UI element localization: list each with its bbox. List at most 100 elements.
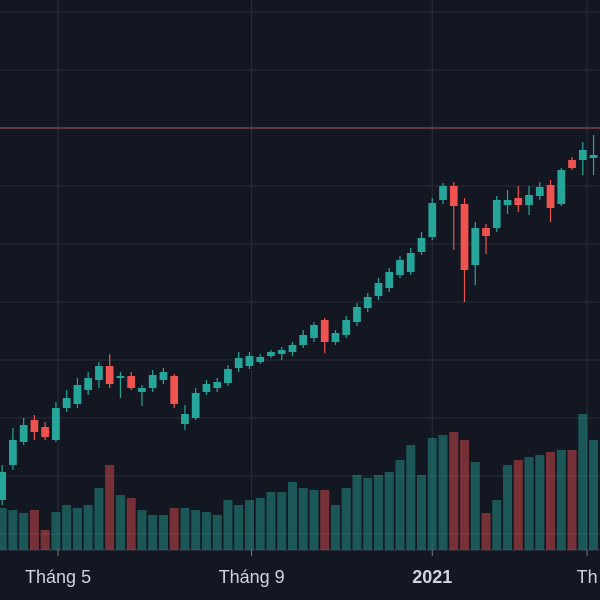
volume-bar [481,513,491,550]
candle-body [138,388,146,392]
volume-bar [40,530,50,550]
volume-bar [470,462,480,550]
candle-body [62,398,71,408]
volume-bar [201,512,211,550]
candle-body [267,352,275,356]
candle-body [191,393,200,418]
candle-body [159,372,168,380]
volume-bar [524,457,534,550]
volume-bar [406,445,416,550]
candle-body [41,427,50,437]
candle-body [202,384,211,392]
candle-body [288,345,297,352]
volume-bar [266,492,276,550]
candle-body [84,378,93,390]
candle-body [181,414,189,424]
volume-bar [115,495,125,550]
volume-bar [72,508,82,550]
candle-body [449,186,458,206]
candle-body [148,375,157,388]
candle-body [535,187,544,196]
volume-bar [589,440,599,550]
candle-body [525,195,533,205]
candle-body [224,369,232,383]
candle-body [234,358,243,368]
candle-body [374,283,383,296]
volume-bar [148,515,158,550]
volume-bar [567,450,577,550]
candle-body [385,272,394,288]
volume-bar [503,465,513,550]
volume-bar [546,452,556,550]
volume-bar [223,500,233,550]
candle-body [331,333,340,342]
candle-body [320,320,329,342]
candle-body [503,200,512,205]
volume-bar [363,478,373,550]
candle-body [9,440,17,465]
candle-body [428,203,437,237]
volume-bar [244,500,254,550]
candle-body [105,366,114,384]
candle-body [417,238,426,252]
volume-bar [309,490,319,550]
volume-bar [255,498,265,550]
candle-body [514,198,523,205]
volume-bar [62,505,72,550]
volume-bar [94,488,104,550]
volume-bar [169,508,179,550]
volume-bar [287,482,297,550]
volume-bar [373,475,384,550]
volume-bar [513,460,523,550]
volume-bar [416,475,427,550]
candle-body [589,155,598,158]
volume-bar [137,510,147,550]
candle-body [342,320,351,335]
candle-body [0,472,7,500]
x-tick-label: Th [577,567,598,587]
volume-bar [0,508,7,550]
candle-body [363,297,372,308]
candle-body [492,200,501,228]
candle-body [396,260,404,275]
candle-body [170,376,179,404]
candle-body [213,382,222,388]
candle-body [30,420,39,432]
volume-bar [126,498,136,550]
candle-body [568,160,576,168]
volume-bar [427,438,437,550]
candle-body [482,228,490,236]
volume-bar [449,432,459,550]
candle-body [73,385,82,404]
volume-bar [19,513,29,550]
candle-body [353,307,361,322]
x-tick-label: Tháng 9 [219,567,285,587]
volume-bar [556,450,566,550]
candle-body [245,356,254,366]
x-tick-label: Tháng 5 [25,567,91,587]
volume-bar [180,508,190,550]
candle-body [277,350,286,354]
x-tick-label: 2021 [412,567,452,587]
volume-bar [158,515,168,550]
candle-body [557,170,566,204]
volume-bar [438,435,448,550]
candle-body [256,357,265,362]
volume-bar [384,472,394,550]
candle-body [116,376,125,378]
volume-bar [277,492,287,550]
volume-bar [298,488,308,550]
candle-body [546,185,555,208]
candle-body [310,325,318,338]
candle-body [19,425,28,442]
volume-bar [320,490,330,550]
volume-bar [330,505,340,550]
volume-bar [212,515,222,550]
candle-body [439,186,447,200]
volume-bar [578,414,588,550]
volume-bar [234,505,244,550]
volume-bar [105,465,115,550]
volume-bar [352,475,362,550]
